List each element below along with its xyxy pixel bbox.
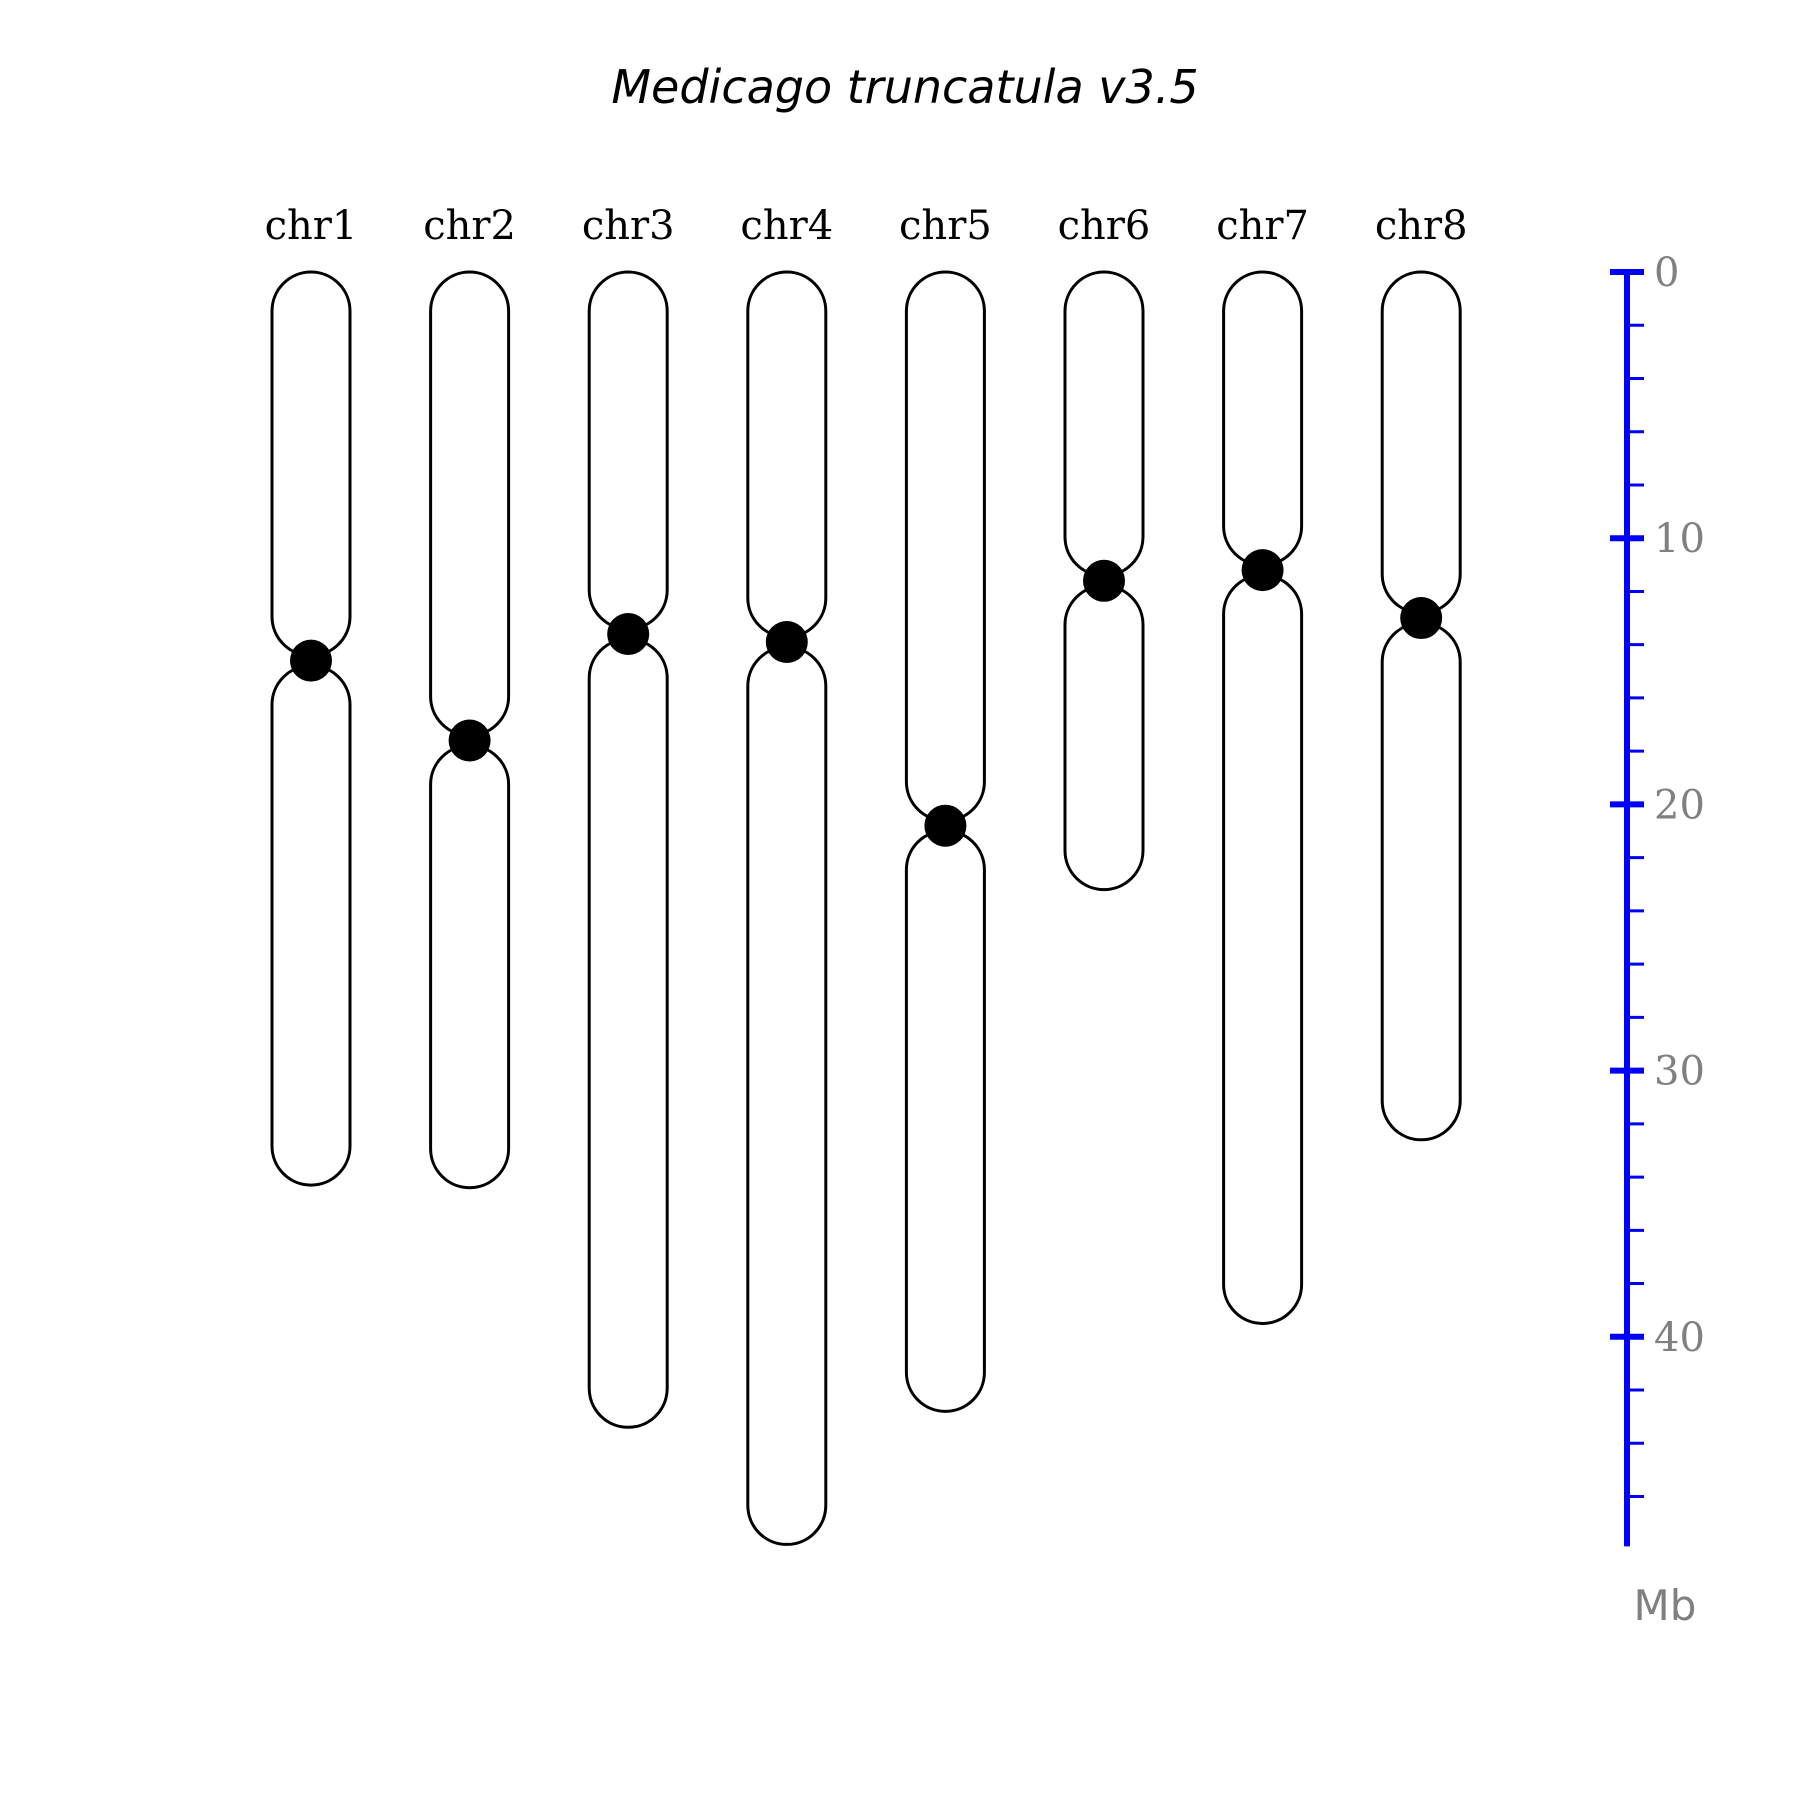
centromere-marker — [1400, 597, 1443, 640]
centromere-marker — [1083, 559, 1125, 602]
centromere-marker — [607, 613, 650, 656]
scale-tick-label: 0 — [1654, 250, 1679, 296]
chromosome-q-arm — [746, 645, 828, 1546]
chromosome-chr7: chr7 — [1216, 203, 1309, 1325]
chromosome-p-arm — [746, 270, 828, 639]
chromosome-q-arm — [429, 744, 511, 1190]
chromosome-label: chr4 — [740, 203, 833, 249]
chromosome-p-arm — [904, 270, 986, 823]
chromosome-q-arm — [1222, 573, 1304, 1325]
scale-bar: 0 10 20 30 40 — [1610, 250, 1705, 1547]
chromosome-label: chr2 — [423, 203, 516, 249]
chromosome-label: chr5 — [899, 203, 992, 249]
scale-tick-label: 40 — [1654, 1315, 1705, 1361]
chromosome-label: chr1 — [265, 203, 358, 249]
chromosome-chr3: chr3 — [582, 203, 675, 1429]
scale-tick-label: 20 — [1654, 782, 1705, 828]
scale-tick-label: 30 — [1654, 1049, 1705, 1095]
chromosome-label: chr7 — [1216, 203, 1309, 249]
chromosome-p-arm — [429, 270, 511, 738]
centromere-marker — [448, 719, 491, 762]
chromosome-group: chr1 chr2 chr3 chr4 chr5 chr6 chr7 chr8 — [265, 203, 1468, 1546]
scale-tick-label: 10 — [1654, 516, 1705, 562]
chromosome-p-arm — [270, 270, 352, 658]
chromosome-chr2: chr2 — [423, 203, 516, 1190]
figure-title: Medicago truncatula v3.5 — [611, 60, 1198, 114]
chromosome-label: chr6 — [1058, 203, 1151, 249]
chromosome-q-arm — [270, 664, 352, 1187]
centromere-marker — [1241, 549, 1284, 592]
chromosome-label: chr8 — [1375, 203, 1468, 249]
scale-unit-label: Mb — [1634, 1581, 1697, 1630]
chromosome-p-arm — [1222, 270, 1304, 567]
chromosome-label: chr3 — [582, 203, 675, 249]
centromere-marker — [924, 804, 967, 847]
chromosome-chr1: chr1 — [265, 203, 358, 1187]
chromosome-chr8: chr8 — [1375, 203, 1468, 1142]
chromosome-q-arm — [587, 637, 669, 1429]
chromosome-q-arm — [1380, 621, 1462, 1142]
chromosome-p-arm — [1380, 270, 1462, 615]
chromosome-p-arm — [1063, 270, 1145, 578]
chromosome-q-arm — [904, 829, 986, 1413]
chromosome-p-arm — [587, 270, 669, 631]
centromere-marker — [290, 639, 332, 682]
chromosome-chr5: chr5 — [899, 203, 992, 1413]
centromere-marker — [765, 621, 808, 664]
chromosome-chr4: chr4 — [740, 203, 833, 1546]
chromosome-q-arm — [1063, 584, 1145, 892]
chromosome-chr6: chr6 — [1058, 203, 1151, 892]
